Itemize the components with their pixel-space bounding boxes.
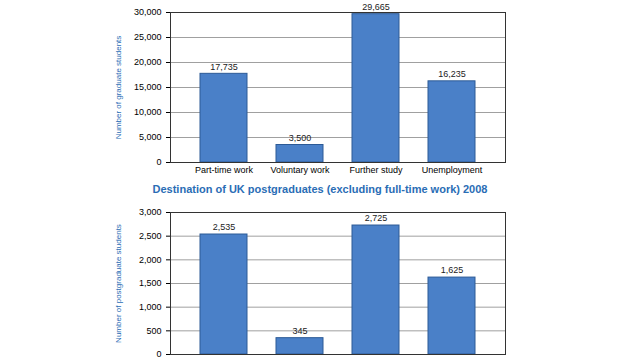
html-text:Destination of UK postgraduate: Destination of UK postgraduates (excludi… [152, 183, 488, 195]
svg-text:Number of postgraduate student: Number of postgraduate students [114, 224, 123, 343]
svg-text:15,000: 15,000 [134, 82, 162, 92]
svg-text:0: 0 [156, 157, 161, 167]
svg-text:500: 500 [146, 326, 161, 336]
svg-text:Voluntary work: Voluntary work [270, 165, 330, 175]
svg-text:16,235: 16,235 [438, 69, 466, 79]
svg-text:345: 345 [292, 326, 307, 336]
svg-text:20,000: 20,000 [134, 57, 162, 67]
svg-text:3,500: 3,500 [289, 133, 312, 143]
svg-text:1,000: 1,000 [139, 302, 162, 312]
svg-text:3,000: 3,000 [139, 207, 162, 217]
svg-text:2,535: 2,535 [213, 222, 236, 232]
svg-text:2,000: 2,000 [139, 255, 162, 265]
svg-text:Unemployment: Unemployment [422, 165, 483, 175]
svg-text:2,725: 2,725 [365, 213, 388, 223]
svg-text:30,000: 30,000 [134, 7, 162, 17]
svg-text:0: 0 [156, 349, 161, 359]
svg-text:Part-time work: Part-time work [195, 165, 254, 175]
svg-text:25,000: 25,000 [134, 32, 162, 42]
svg-text:2,500: 2,500 [139, 231, 162, 241]
svg-text:5,000: 5,000 [139, 132, 162, 142]
svg-text:Further study: Further study [349, 165, 403, 175]
svg-text:17,735: 17,735 [210, 62, 238, 72]
svg-text:10,000: 10,000 [134, 107, 162, 117]
svg-text:29,665: 29,665 [362, 2, 390, 12]
svg-text:1,625: 1,625 [441, 265, 464, 275]
svg-text:Number of graduate students: Number of graduate students [114, 36, 123, 140]
svg-text:1,500: 1,500 [139, 278, 162, 288]
